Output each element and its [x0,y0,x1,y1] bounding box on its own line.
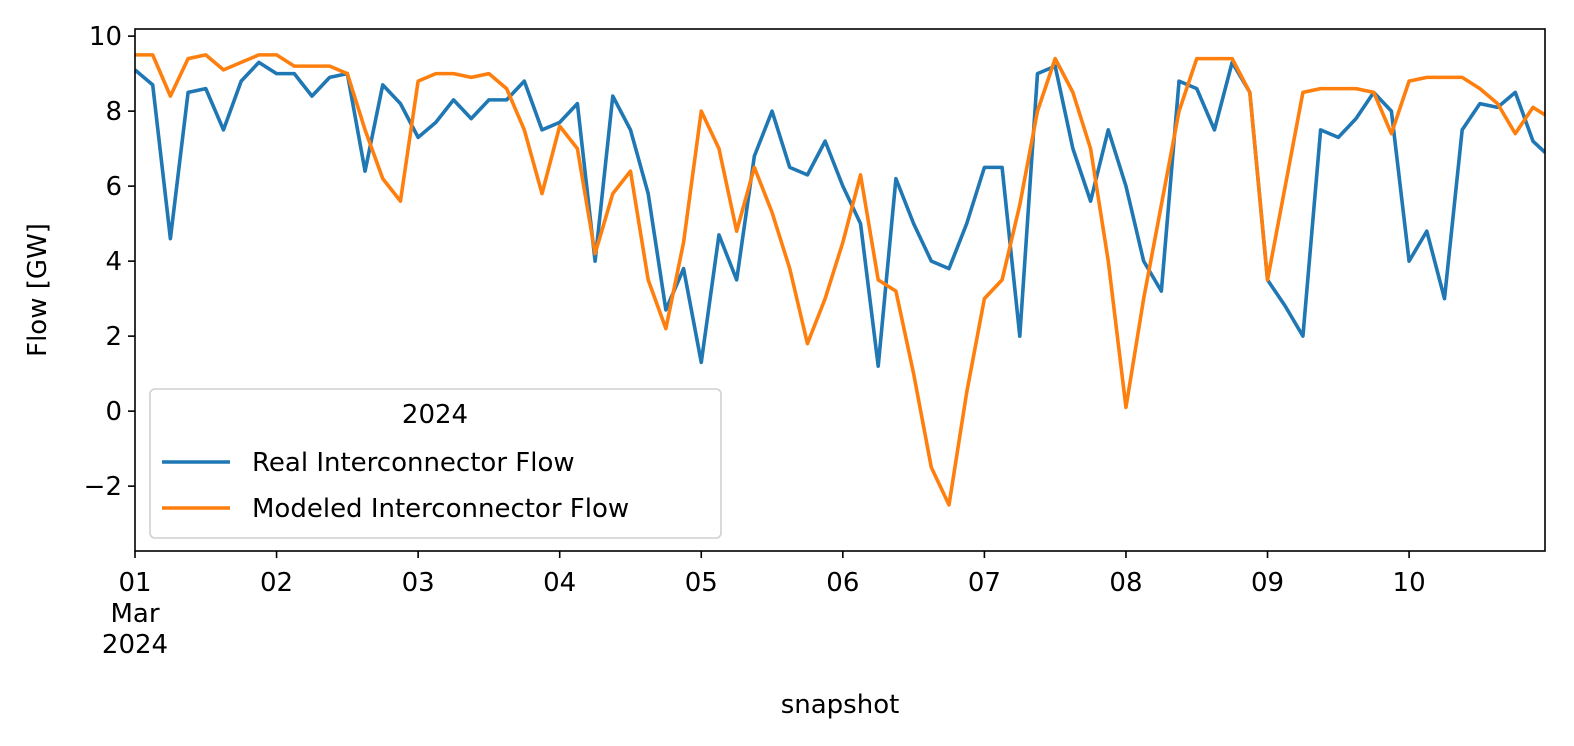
legend-label: Modeled Interconnector Flow [252,494,629,524]
series-line [135,53,1545,507]
x-tick-label: 05 [685,568,718,598]
legend-box [149,388,722,539]
x-tick-label: 04 [543,568,576,598]
x-tick-label: 10 [1393,568,1426,598]
y-tick-label: 10 [89,22,122,52]
x-tick-label: 07 [968,568,1001,598]
x-tick-label: 01 Mar 2024 [102,568,168,660]
x-axis-label: snapshot [781,690,900,720]
y-tick-label: −2 [84,472,122,502]
x-tick-label: 09 [1251,568,1284,598]
y-tick-label: 0 [105,397,122,427]
y-tick-label: 4 [105,247,122,277]
x-tick-label: 03 [402,568,435,598]
legend-title: 2024 [402,400,468,430]
legend-label: Real Interconnector Flow [252,448,575,478]
y-tick-label: 6 [105,172,122,202]
y-tick-label: 2 [105,322,122,352]
y-axis-label: Flow [GW] [23,223,53,357]
x-tick-label: 02 [260,568,293,598]
y-tick-label: 8 [105,97,122,127]
series-line [135,60,1545,368]
legend: 2024 Real Interconnector Flow Modeled Inte… [149,388,722,539]
x-tick-label: 06 [826,568,859,598]
plot-frame [134,28,1546,552]
x-tick-label: 08 [1109,568,1142,598]
